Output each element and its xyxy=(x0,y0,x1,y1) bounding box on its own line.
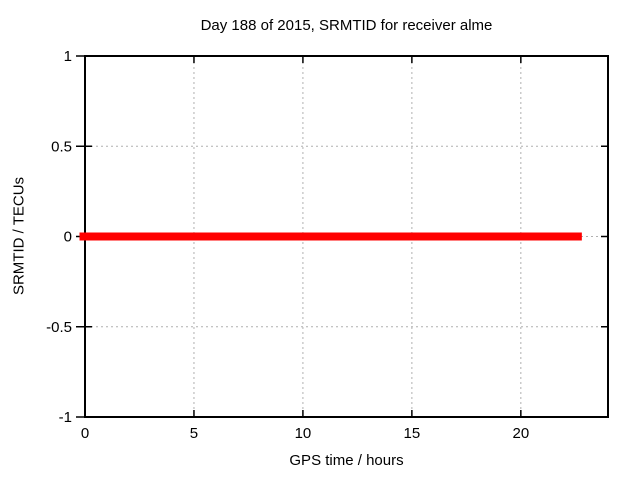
x-tick-label: 0 xyxy=(81,425,89,442)
y-tick-label: -0.5 xyxy=(46,319,72,336)
x-tick-label: 15 xyxy=(404,425,421,442)
x-tick-label: 10 xyxy=(295,425,312,442)
y-axis-label: SRMTID / TECUs xyxy=(10,176,28,296)
y-tick-label: 1 xyxy=(64,48,72,65)
y-tick-label: -1 xyxy=(59,409,72,426)
y-tick-label: 0 xyxy=(64,229,72,246)
y-tick-label: 0.5 xyxy=(51,138,72,155)
x-tick-label: 5 xyxy=(190,425,198,442)
x-tick-label: 20 xyxy=(512,425,529,442)
x-axis-label: GPS time / hours xyxy=(289,452,404,469)
chart-title: Day 188 of 2015, SRMTID for receiver alm… xyxy=(200,17,493,34)
